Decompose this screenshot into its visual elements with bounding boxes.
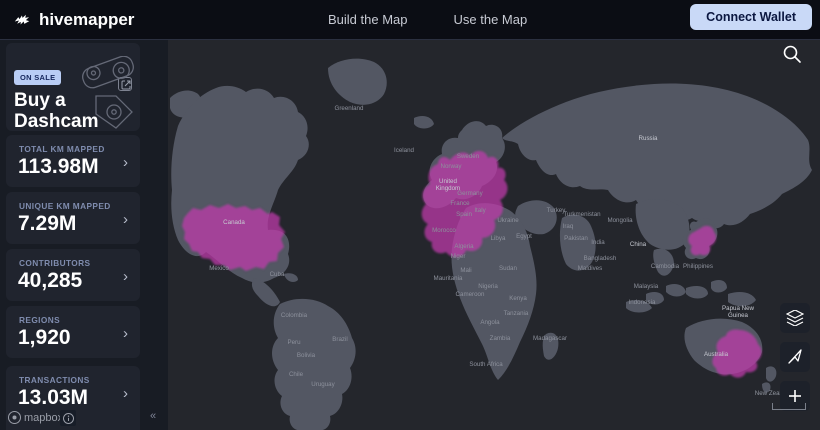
svg-text:Iceland: Iceland: [394, 147, 415, 154]
svg-text:Mauritania: Mauritania: [434, 275, 463, 282]
svg-text:Peru: Peru: [287, 339, 301, 346]
svg-text:Sudan: Sudan: [499, 265, 517, 272]
svg-text:Indonesia: Indonesia: [629, 299, 656, 306]
svg-text:Cameroon: Cameroon: [456, 291, 485, 298]
svg-text:Mali: Mali: [460, 267, 471, 274]
svg-text:Zambia: Zambia: [490, 335, 511, 342]
svg-text:Cambodia: Cambodia: [651, 263, 680, 270]
svg-text:Bolivia: Bolivia: [297, 352, 316, 359]
svg-text:Pakistan: Pakistan: [564, 235, 588, 242]
svg-text:Algeria: Algeria: [454, 243, 474, 250]
svg-text:Chile: Chile: [289, 371, 304, 378]
svg-text:Bangladesh: Bangladesh: [584, 255, 617, 262]
svg-text:Niger: Niger: [451, 253, 466, 260]
svg-text:Libya: Libya: [491, 235, 506, 242]
svg-text:Maldives: Maldives: [578, 265, 602, 272]
svg-text:Malaysia: Malaysia: [634, 283, 659, 290]
svg-text:India: India: [591, 239, 605, 246]
svg-text:Morocco: Morocco: [432, 227, 456, 234]
svg-text:Italy: Italy: [474, 207, 486, 214]
svg-text:China: China: [630, 241, 647, 248]
svg-text:Sweden: Sweden: [457, 153, 480, 160]
svg-text:Germany: Germany: [457, 190, 483, 197]
svg-text:Colombia: Colombia: [281, 312, 308, 319]
svg-text:Ukraine: Ukraine: [497, 217, 519, 224]
svg-text:Greenland: Greenland: [335, 105, 364, 112]
svg-text:Cuba: Cuba: [270, 271, 285, 278]
svg-text:Turkmenistan: Turkmenistan: [563, 211, 601, 218]
svg-text:Australia: Australia: [704, 351, 729, 358]
svg-text:Mongolia: Mongolia: [607, 217, 633, 224]
svg-text:Mexico: Mexico: [209, 265, 229, 272]
svg-text:Russia: Russia: [639, 135, 658, 142]
svg-text:Nigeria: Nigeria: [478, 283, 498, 290]
svg-text:Norway: Norway: [441, 163, 463, 170]
svg-text:Madagascar: Madagascar: [533, 335, 567, 342]
svg-text:Tanzania: Tanzania: [504, 310, 529, 317]
svg-text:Angola: Angola: [480, 319, 500, 326]
svg-text:Spain: Spain: [456, 211, 472, 218]
svg-text:South Africa: South Africa: [469, 361, 503, 368]
svg-text:Philippines: Philippines: [683, 263, 713, 270]
svg-text:Kenya: Kenya: [509, 295, 527, 302]
svg-text:Egypt: Egypt: [516, 233, 532, 240]
svg-text:France: France: [450, 200, 470, 207]
svg-text:Canada: Canada: [223, 219, 245, 226]
svg-text:Uruguay: Uruguay: [311, 381, 335, 388]
svg-text:Iraq: Iraq: [563, 223, 574, 230]
svg-text:Brazil: Brazil: [332, 336, 347, 343]
